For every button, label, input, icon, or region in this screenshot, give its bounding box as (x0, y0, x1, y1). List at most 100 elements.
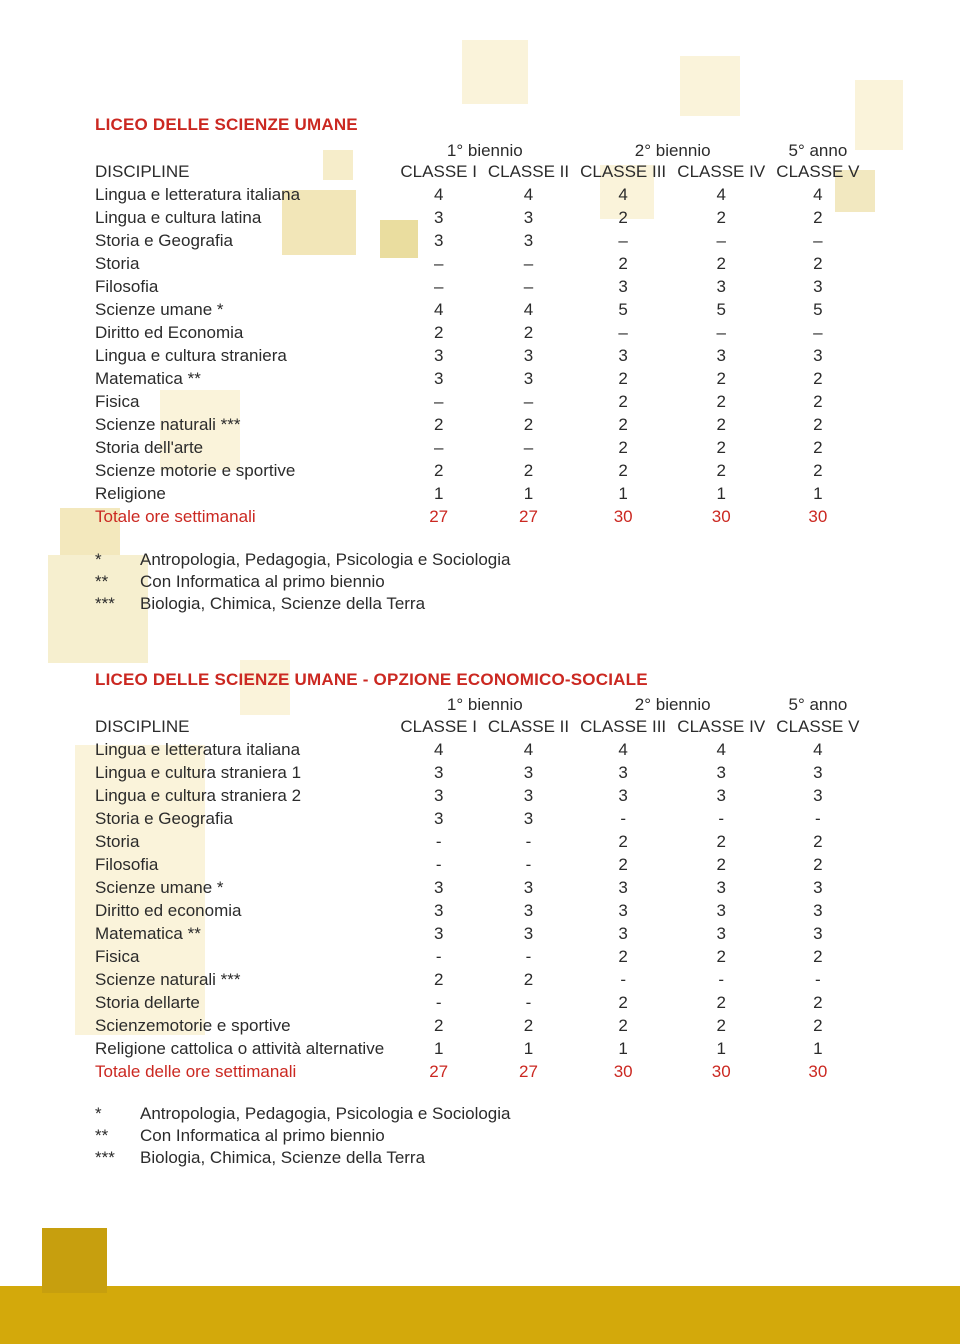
table-row: Religione11111 (95, 483, 865, 506)
decorative-square (42, 1228, 107, 1293)
table-row: Diritto ed Economia22––– (95, 322, 865, 345)
value-cell: - (482, 853, 574, 876)
value-cell: 2 (395, 968, 482, 991)
discipline-cell: Storia dell'arte (95, 437, 395, 460)
value-cell: 2 (575, 414, 672, 437)
value-cell: 2 (771, 460, 865, 483)
discipline-cell: Matematica ** (95, 922, 395, 945)
value-cell: 2 (771, 391, 865, 414)
group-header: 5° anno (771, 139, 865, 161)
table-row: Scienze naturali ***22--- (95, 968, 865, 991)
group-header: 2° biennio (575, 139, 771, 161)
value-cell: – (482, 276, 574, 299)
table-row: Lingua e letteratura italiana44444 (95, 738, 865, 761)
value-cell: – (395, 437, 482, 460)
table-row: Lingua e cultura straniera33333 (95, 345, 865, 368)
value-cell: 2 (672, 437, 771, 460)
note-row: **Con Informatica al primo biennio (95, 1125, 865, 1147)
value-cell: 3 (672, 761, 771, 784)
value-cell: 2 (771, 437, 865, 460)
discipline-cell: Lingua e letteratura italiana (95, 184, 395, 207)
group-header: 1° biennio (395, 694, 575, 716)
value-cell: 3 (672, 922, 771, 945)
table-row: Lingua e letteratura italiana44444 (95, 184, 865, 207)
value-cell: 3 (771, 899, 865, 922)
value-cell: 4 (482, 299, 574, 322)
value-cell: 3 (771, 876, 865, 899)
value-cell: 2 (395, 460, 482, 483)
value-cell: - (771, 968, 865, 991)
table-row: Scienzemotorie e sportive22222 (95, 1014, 865, 1037)
value-cell: 3 (672, 784, 771, 807)
value-cell: - (575, 807, 672, 830)
group-header: 1° biennio (395, 139, 575, 161)
note-marker: *** (95, 594, 140, 614)
column-header: CLASSE III (575, 161, 672, 184)
value-cell: 3 (672, 276, 771, 299)
value-cell: 2 (575, 853, 672, 876)
value-cell: 3 (771, 761, 865, 784)
total-value: 30 (672, 1060, 771, 1083)
value-cell: 2 (771, 253, 865, 276)
table-row: Storia--222 (95, 830, 865, 853)
value-cell: 2 (672, 207, 771, 230)
discipline-cell: Diritto ed economia (95, 899, 395, 922)
value-cell: 1 (771, 1037, 865, 1060)
value-cell: 3 (482, 345, 574, 368)
discipline-cell: Fisica (95, 945, 395, 968)
section-title: LICEO DELLE SCIENZE UMANE (95, 115, 865, 135)
value-cell: 2 (575, 830, 672, 853)
table-row: Filosofia--222 (95, 853, 865, 876)
value-cell: 2 (482, 968, 574, 991)
discipline-cell: Fisica (95, 391, 395, 414)
value-cell: 4 (672, 184, 771, 207)
discipline-cell: Lingua e cultura straniera 2 (95, 784, 395, 807)
note-text: Con Informatica al primo biennio (140, 572, 385, 592)
curriculum-table: 1° biennio2° biennio5° anno DISCIPLINE CLA… (95, 139, 865, 529)
total-label: Totale delle ore settimanali (95, 1060, 395, 1083)
table-row: Scienze naturali ***22222 (95, 414, 865, 437)
value-cell: – (482, 391, 574, 414)
discipline-cell: Lingua e cultura latina (95, 207, 395, 230)
column-header: DISCIPLINE (95, 715, 395, 738)
table-row: Storia e Geografia33––– (95, 230, 865, 253)
value-cell: 2 (771, 853, 865, 876)
value-cell: 2 (575, 207, 672, 230)
table-row: Lingua e cultura straniera 133333 (95, 761, 865, 784)
note-text: Antropologia, Pedagogia, Psicologia e So… (140, 550, 510, 570)
value-cell: – (771, 322, 865, 345)
value-cell: 2 (672, 253, 771, 276)
value-cell: - (482, 830, 574, 853)
discipline-cell: Lingua e letteratura italiana (95, 738, 395, 761)
value-cell: 3 (771, 784, 865, 807)
value-cell: - (672, 807, 771, 830)
value-cell: 2 (771, 945, 865, 968)
value-cell: 1 (672, 1037, 771, 1060)
value-cell: 5 (575, 299, 672, 322)
value-cell: 4 (575, 184, 672, 207)
value-cell: 4 (395, 184, 482, 207)
value-cell: 3 (575, 899, 672, 922)
value-cell: 4 (575, 738, 672, 761)
column-header: DISCIPLINE (95, 161, 395, 184)
value-cell: 2 (672, 391, 771, 414)
discipline-cell: Storia (95, 830, 395, 853)
total-value: 27 (395, 1060, 482, 1083)
discipline-cell: Storia dellarte (95, 991, 395, 1014)
value-cell: 3 (395, 207, 482, 230)
value-cell: 2 (395, 414, 482, 437)
note-row: ***Biologia, Chimica, Scienze della Terr… (95, 1147, 865, 1169)
note-text: Biologia, Chimica, Scienze della Terra (140, 594, 425, 614)
note-row: *Antropologia, Pedagogia, Psicologia e S… (95, 549, 865, 571)
table-row: Scienze umane *44555 (95, 299, 865, 322)
value-cell: – (575, 230, 672, 253)
value-cell: 5 (672, 299, 771, 322)
note-text: Antropologia, Pedagogia, Psicologia e So… (140, 1104, 510, 1124)
column-header: CLASSE II (482, 161, 574, 184)
table-row: Religione cattolica o attività alternati… (95, 1037, 865, 1060)
value-cell: 3 (482, 922, 574, 945)
note-row: *Antropologia, Pedagogia, Psicologia e S… (95, 1103, 865, 1125)
total-label: Totale ore settimanali (95, 506, 395, 529)
value-cell: 3 (575, 345, 672, 368)
section-economico-sociale: LICEO DELLE SCIENZE UMANE - OPZIONE ECON… (95, 670, 865, 1170)
